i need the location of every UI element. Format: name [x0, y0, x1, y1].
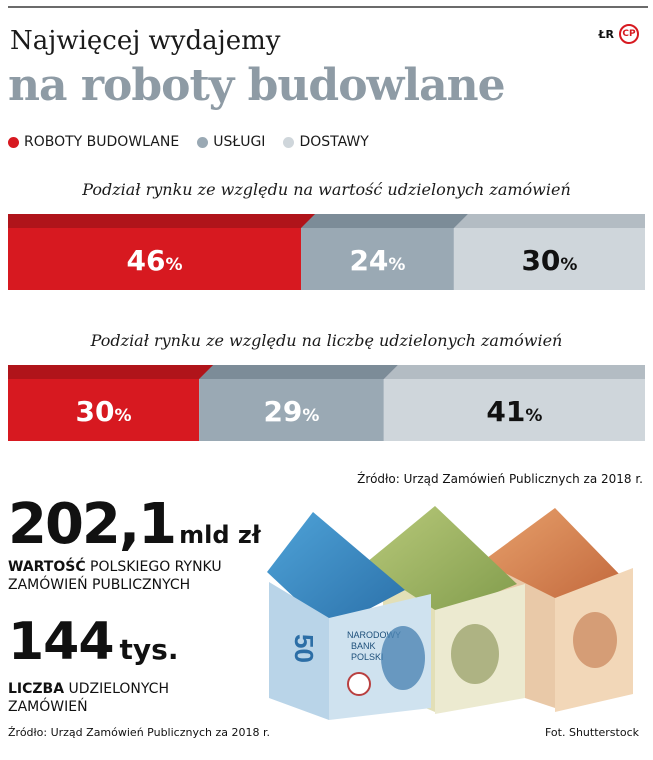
house-blue: 50 NARODOWY BANK POLSKI — [267, 512, 431, 720]
stat-total-desc-rest: POLSKIEGO RYNKU — [85, 559, 222, 575]
legend-label-uslugi: USŁUGI — [213, 134, 266, 150]
bar2-uslugi-label: 29% — [263, 395, 319, 428]
bar1-dostawy-label: 30% — [521, 244, 577, 277]
bar2-dostawy-label: 41% — [486, 395, 542, 428]
legend-dot-roboty — [8, 136, 19, 148]
stat-count-number: 144 — [8, 612, 115, 672]
banknote-houses-photo: 50 NARODOWY BANK POLSKI — [267, 506, 633, 720]
title-line-1: Najwięcej wydajemy — [10, 26, 281, 56]
bank-text-3: POLSKI — [351, 652, 384, 662]
footer-source: Źródło: Urząd Zamówień Publicznych za 20… — [8, 726, 271, 739]
stat-count-desc-rest: UDZIELONYCH — [64, 681, 170, 697]
bar1-uslugi-segment — [301, 228, 454, 290]
legend-label-dostawy: DOSTAWY — [299, 134, 369, 150]
bar1-dostawy-segment — [453, 228, 645, 290]
legend-item-roboty: ROBOTY BUDOWLANE — [8, 134, 179, 150]
stat-count-desc-bold: LICZBA — [8, 681, 65, 697]
bar2-roboty-bevel — [8, 365, 214, 379]
bar1-roboty-label: 46% — [127, 244, 183, 277]
bar2-roboty-segment — [8, 379, 200, 441]
bar2-uslugi-segment — [199, 379, 384, 441]
stat-value-total-unit: mld zł — [179, 521, 261, 549]
stat-value-total: 202,1 mld zł — [8, 492, 261, 557]
chart2-title: Podział rynku ze względu na liczbę udzie… — [90, 331, 563, 350]
stat-value-total-number: 202,1 — [8, 492, 177, 557]
top-rule — [8, 6, 648, 8]
cp-logo-icon: CP — [619, 24, 639, 44]
bank-text-2: BANK — [351, 641, 376, 651]
bar2-dostawy-segment — [383, 379, 645, 441]
bar2-dostawy-bevel — [383, 365, 645, 379]
legend-item-uslugi: USŁUGI — [197, 134, 265, 150]
bar2-roboty-label: 30% — [76, 395, 132, 428]
chart-legend: ROBOTY BUDOWLANE USŁUGI DOSTAWY — [8, 134, 369, 150]
stat-total-desc-bold: WARTOŚĆ — [8, 559, 86, 575]
legend-label-roboty: ROBOTY BUDOWLANE — [24, 134, 180, 150]
bar1-roboty-segment — [8, 228, 302, 290]
bar1-dostawy-bevel — [453, 214, 645, 228]
bar1-roboty-bevel — [8, 214, 316, 228]
chart-source: Źródło: Urząd Zamówień Publicznych za 20… — [357, 472, 643, 486]
legend-dot-dostawy — [283, 136, 295, 148]
chart1-title: Podział rynku ze względu na wartość udzi… — [82, 180, 571, 199]
bank-text-1: NARODOWY — [347, 630, 401, 640]
bar1-uslugi-label: 24% — [349, 244, 405, 277]
stat-count: 144 tys. — [8, 612, 179, 672]
stat-count-description: LICZBA UDZIELONYCH ZAMÓWIEŃ — [8, 680, 169, 716]
stacked-bar-charts: 46% 24% 30% 30% 29% 41% — [8, 214, 645, 441]
stat-count-unit: tys. — [119, 633, 179, 666]
legend-dot-uslugi — [197, 136, 209, 148]
photo-credit: Fot. Shutterstock — [544, 726, 639, 739]
stat-total-desc-line2: ZAMÓWIEŃ PUBLICZNYCH — [8, 577, 191, 593]
brand-text: ŁR — [598, 27, 614, 41]
brand-logo: ŁR CP — [598, 24, 639, 44]
title-line-2: na roboty budowlane — [8, 60, 506, 111]
bar1-uslugi-bevel — [301, 214, 468, 228]
stat-total-description: WARTOŚĆ POLSKIEGO RYNKU ZAMÓWIEŃ PUBLICZ… — [8, 558, 222, 594]
banknote-value-text: 50 — [289, 634, 319, 663]
bar2-uslugi-bevel — [199, 365, 398, 379]
stat-count-desc-line2: ZAMÓWIEŃ — [8, 699, 88, 715]
legend-item-dostawy: DOSTAWY — [283, 134, 369, 150]
